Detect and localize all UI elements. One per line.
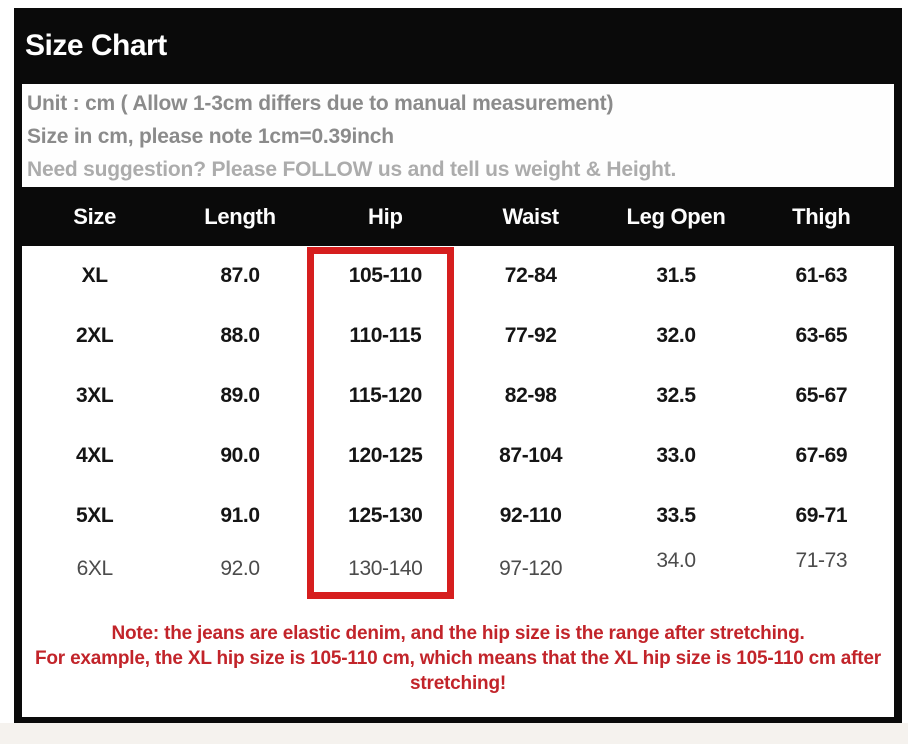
column-header-leg-open: Leg Open (626, 203, 726, 229)
table-body: XL 87.0 105-110 72-84 31.5 61-63 2XL 88.0 110-11… (22, 246, 894, 592)
table-cell: 97-120 (499, 557, 563, 580)
table-cell: 63-65 (795, 324, 848, 347)
table-cell: 71-73 (795, 549, 848, 572)
table-cell: 115-120 (348, 384, 423, 407)
table-cell: 77-92 (504, 324, 557, 347)
measurement-note-line: Need suggestion? Please FOLLOW us and te… (27, 158, 677, 181)
table-cell: 67-69 (795, 444, 848, 467)
table-cell: 32.5 (656, 384, 696, 407)
table-cell: 130-140 (348, 557, 423, 580)
table-cell: 2XL (76, 324, 114, 347)
table-cell: 89.0 (220, 384, 260, 407)
column-header-size: Size (73, 203, 117, 229)
table-cell: 61-63 (795, 264, 848, 287)
table-cell: 69-71 (795, 504, 848, 527)
measurement-note-line: Size in cm, please note 1cm=0.39inch (27, 125, 394, 148)
table-cell: 125-130 (348, 504, 423, 527)
measurement-note-line: Unit : cm ( Allow 1-3cm differs due to m… (27, 92, 614, 115)
measurement-notes: Unit : cm ( Allow 1-3cm differs due to m… (22, 84, 894, 187)
table-cell: 65-67 (795, 384, 848, 407)
table-row: 2XL 88.0 110-115 77-92 32.0 63-65 (22, 306, 894, 366)
chart-frame: Size Chart Unit : cm ( Allow 1-3cm diffe… (14, 8, 902, 723)
table-cell: 3XL (76, 384, 114, 407)
table-row: 5XL 91.0 125-130 92-110 33.5 69-71 (22, 486, 894, 546)
table-cell: 87-104 (499, 444, 563, 467)
table-cell: 72-84 (504, 264, 557, 287)
table-cell: 92-110 (499, 504, 562, 527)
table-cell: 120-125 (348, 444, 423, 467)
table-cell: 92.0 (220, 557, 260, 580)
note-line: For example, the XL hip size is 105-110 … (34, 648, 881, 694)
table-cell: 90.0 (220, 444, 260, 467)
table-cell: 32.0 (656, 324, 696, 347)
table-cell: 105-110 (348, 264, 423, 287)
column-header-length: Length (204, 203, 276, 229)
note-line: Note: the jeans are elastic denim, and t… (111, 623, 805, 644)
table-cell: 6XL (76, 557, 114, 580)
column-header-hip: Hip (368, 203, 403, 229)
table-cell: 110-115 (349, 324, 422, 347)
table-cell: 31.5 (656, 264, 696, 287)
table-header-row: Size Length Hip Waist Leg Open Thigh (14, 187, 902, 246)
table-cell: 33.5 (656, 504, 696, 527)
table-row: 3XL 89.0 115-120 82-98 32.5 65-67 (22, 366, 894, 426)
table-cell: 82-98 (504, 384, 557, 407)
table-cell: 87.0 (220, 264, 260, 287)
size-table: XL 87.0 105-110 72-84 31.5 61-63 2XL 88.0 110-11… (22, 246, 894, 717)
page-title: Size Chart (25, 29, 167, 62)
table-cell: 91.0 (220, 504, 260, 527)
table-row: XL 87.0 105-110 72-84 31.5 61-63 (22, 246, 894, 306)
table-cell: 88.0 (220, 324, 260, 347)
table-cell: 4XL (76, 444, 114, 467)
table-cell: 34.0 (656, 549, 696, 572)
column-header-thigh: Thigh (792, 203, 851, 229)
table-cell: 33.0 (656, 444, 696, 467)
page-bottom-margin (0, 723, 908, 744)
column-header-waist: Waist (502, 203, 559, 229)
table-cell: 5XL (76, 504, 114, 527)
title-band: Size Chart (14, 8, 902, 84)
stretch-note: Note: the jeans are elastic denim, and t… (30, 621, 886, 696)
table-cell: XL (81, 264, 108, 287)
table-row: 6XL 92.0 130-140 97-120 34.0 71-73 (22, 546, 894, 592)
table-row: 4XL 90.0 120-125 87-104 33.0 67-69 (22, 426, 894, 486)
